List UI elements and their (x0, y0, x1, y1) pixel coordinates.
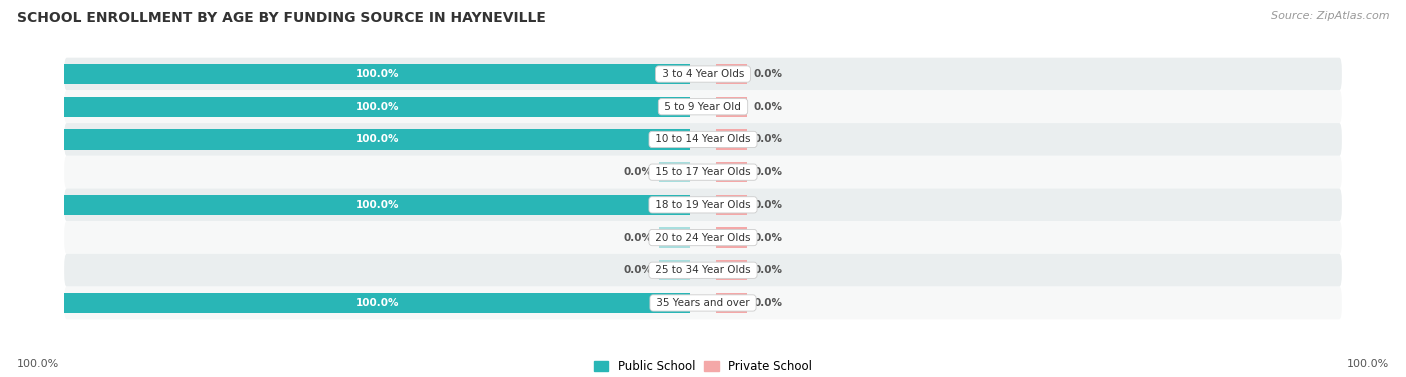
Text: 0.0%: 0.0% (754, 69, 782, 79)
Text: 0.0%: 0.0% (754, 233, 782, 242)
Text: 0.0%: 0.0% (754, 167, 782, 177)
Text: 0.0%: 0.0% (754, 102, 782, 112)
Bar (716, 293, 747, 313)
Bar (659, 227, 690, 248)
FancyBboxPatch shape (65, 221, 1341, 254)
Text: SCHOOL ENROLLMENT BY AGE BY FUNDING SOURCE IN HAYNEVILLE: SCHOOL ENROLLMENT BY AGE BY FUNDING SOUR… (17, 11, 546, 25)
FancyBboxPatch shape (65, 58, 1341, 90)
Bar (716, 64, 747, 84)
Text: 0.0%: 0.0% (624, 265, 652, 275)
FancyBboxPatch shape (65, 287, 1341, 319)
Text: 10 to 14 Year Olds: 10 to 14 Year Olds (652, 135, 754, 144)
Text: 0.0%: 0.0% (754, 200, 782, 210)
Text: 0.0%: 0.0% (754, 135, 782, 144)
FancyBboxPatch shape (65, 156, 1341, 188)
Text: 15 to 17 Year Olds: 15 to 17 Year Olds (652, 167, 754, 177)
FancyBboxPatch shape (65, 254, 1341, 287)
FancyBboxPatch shape (65, 123, 1341, 156)
FancyBboxPatch shape (65, 90, 1341, 123)
Text: 35 Years and over: 35 Years and over (652, 298, 754, 308)
Bar (716, 195, 747, 215)
Text: 0.0%: 0.0% (624, 167, 652, 177)
Bar (65, 97, 690, 117)
Bar (65, 64, 690, 84)
FancyBboxPatch shape (65, 188, 1341, 221)
Text: 18 to 19 Year Olds: 18 to 19 Year Olds (652, 200, 754, 210)
Text: 100.0%: 100.0% (356, 298, 399, 308)
Text: 100.0%: 100.0% (356, 135, 399, 144)
Text: 25 to 34 Year Olds: 25 to 34 Year Olds (652, 265, 754, 275)
Text: 100.0%: 100.0% (356, 102, 399, 112)
Legend: Public School, Private School: Public School, Private School (589, 356, 817, 377)
Text: 100.0%: 100.0% (17, 359, 59, 369)
Text: 0.0%: 0.0% (754, 265, 782, 275)
Text: 100.0%: 100.0% (356, 69, 399, 79)
Bar (716, 260, 747, 280)
Bar (65, 195, 690, 215)
Text: 5 to 9 Year Old: 5 to 9 Year Old (661, 102, 745, 112)
Bar (659, 260, 690, 280)
Bar (716, 129, 747, 150)
Bar (716, 97, 747, 117)
Text: 3 to 4 Year Olds: 3 to 4 Year Olds (658, 69, 748, 79)
Text: 0.0%: 0.0% (754, 298, 782, 308)
Bar (65, 129, 690, 150)
Bar (65, 293, 690, 313)
Bar (716, 162, 747, 182)
Text: 100.0%: 100.0% (1347, 359, 1389, 369)
Text: 0.0%: 0.0% (624, 233, 652, 242)
Text: 100.0%: 100.0% (356, 200, 399, 210)
Text: Source: ZipAtlas.com: Source: ZipAtlas.com (1271, 11, 1389, 21)
Bar (716, 227, 747, 248)
Bar (659, 162, 690, 182)
Text: 20 to 24 Year Olds: 20 to 24 Year Olds (652, 233, 754, 242)
